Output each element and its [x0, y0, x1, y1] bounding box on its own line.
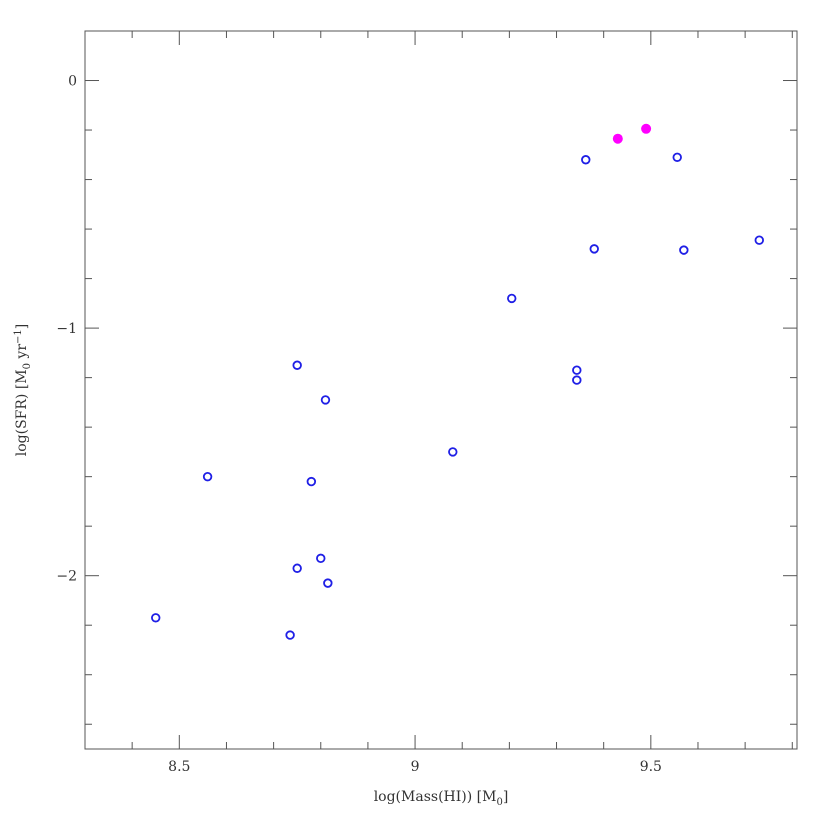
x-tick-label: 9 — [411, 759, 420, 775]
y-tick-label: −2 — [56, 569, 77, 585]
data-point — [679, 245, 689, 255]
data-points — [151, 123, 764, 640]
data-point — [151, 613, 161, 623]
y-axis-title: log(SFR) [M0 yr−1] — [13, 324, 33, 457]
data-point — [507, 293, 517, 304]
data-point — [292, 563, 302, 573]
data-point — [202, 471, 213, 482]
data-point — [572, 365, 582, 375]
data-point — [306, 476, 317, 487]
y-tick-label: 0 — [68, 74, 77, 90]
data-point — [316, 553, 326, 564]
highlighted-data-point — [612, 133, 623, 144]
data-point — [754, 235, 764, 245]
data-point — [320, 395, 331, 405]
data-point — [672, 152, 682, 162]
x-tick-label: 9.5 — [640, 759, 662, 775]
highlighted-data-point — [641, 123, 652, 134]
data-point — [448, 447, 458, 457]
x-axis-title: log(Mass(HI)) [M0] — [374, 789, 509, 808]
data-point — [572, 375, 582, 385]
y-tick-label: −1 — [56, 321, 77, 337]
axis-ticks — [84, 30, 797, 749]
plot-frame — [84, 30, 798, 750]
data-point — [581, 155, 591, 165]
x-tick-label: 8.5 — [168, 759, 190, 775]
axis-tick-labels: 8.5 9 9.5 0 −1 −2 — [56, 74, 662, 775]
data-point — [323, 578, 333, 588]
data-point — [292, 360, 302, 370]
data-point — [589, 244, 599, 254]
data-point — [285, 630, 295, 640]
